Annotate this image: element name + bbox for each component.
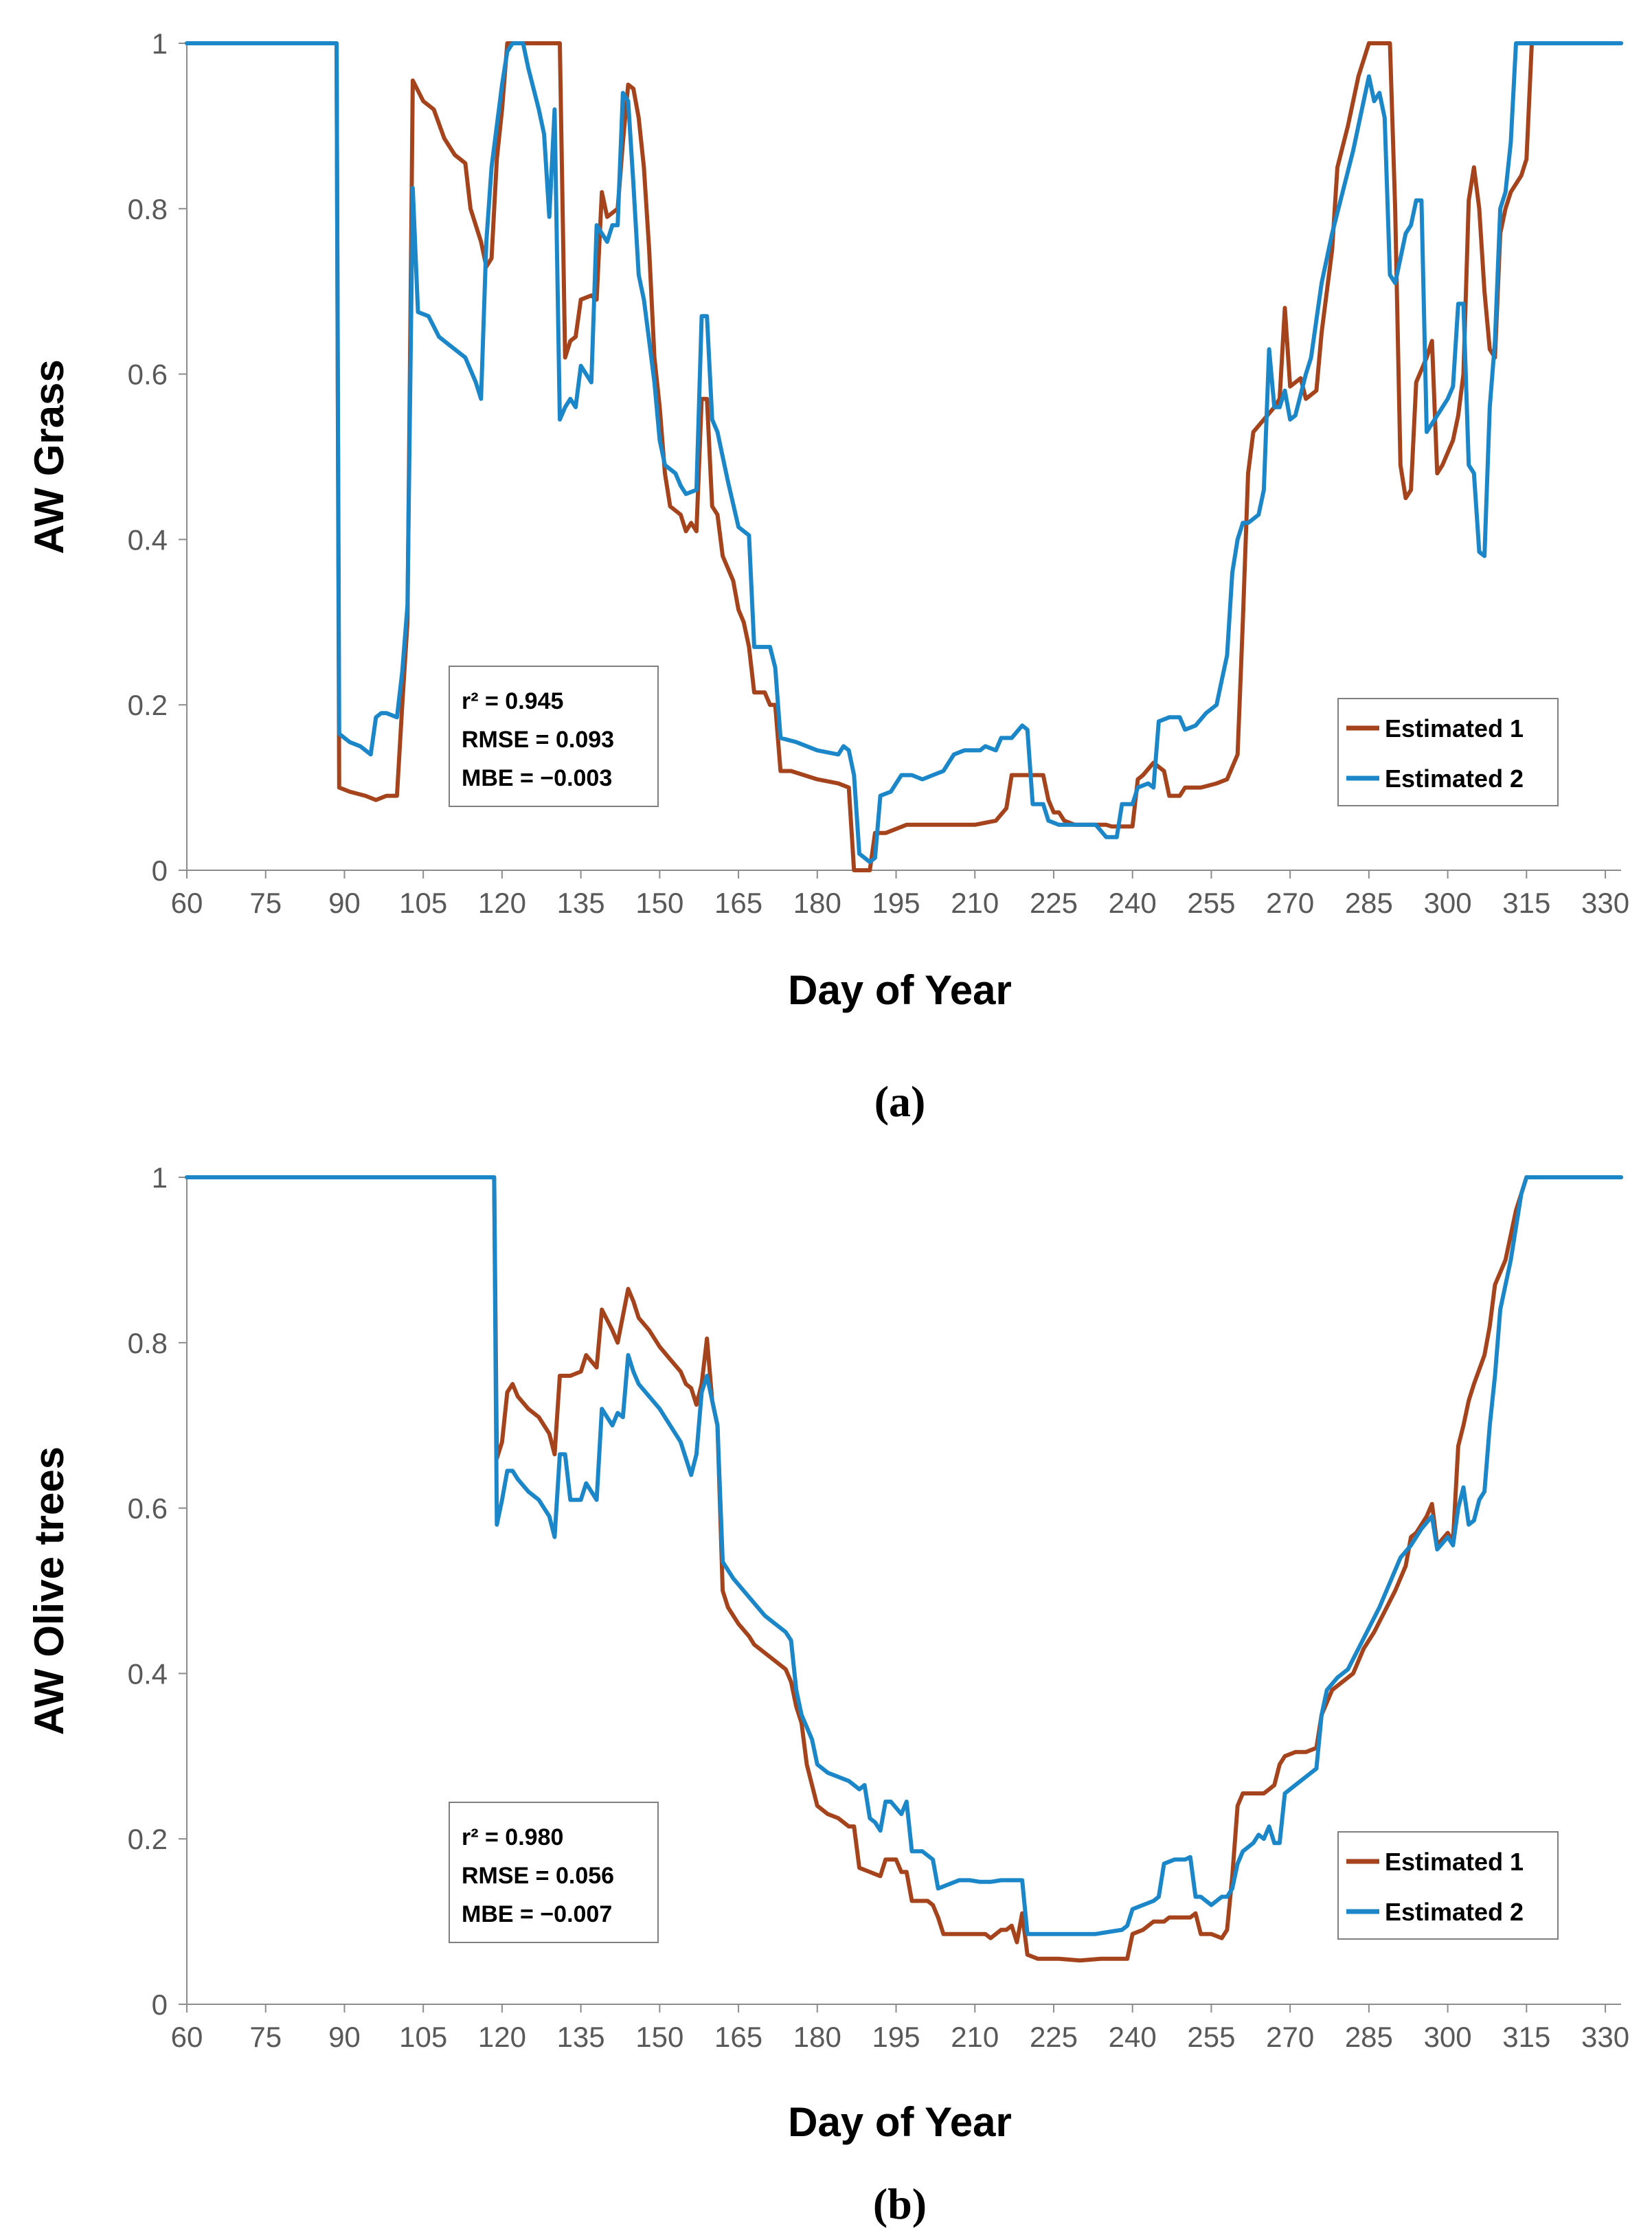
chart-b-legend: Estimated 1 Estimated 2 bbox=[1337, 1831, 1559, 1940]
chart-a-x-tick-label: 210 bbox=[951, 887, 999, 919]
chart-a-y-tick-label: 0.2 bbox=[128, 689, 168, 721]
chart-a-x-tick-label: 90 bbox=[328, 887, 361, 919]
chart-b-x-tick-label: 240 bbox=[1109, 2021, 1157, 2053]
chart-a-x-tick-label: 240 bbox=[1109, 887, 1157, 919]
chart-a-y-tick-label: 0.8 bbox=[128, 193, 168, 225]
chart-a-x-tick-label: 195 bbox=[872, 887, 920, 919]
chart-b-y-tick-label: 0.6 bbox=[128, 1493, 168, 1525]
chart-b-ticks: 60 75 90 105 120 135 150 165 180 195 210 225 240 255 2… bbox=[128, 1161, 1629, 2053]
chart-b-x-tick-label: 150 bbox=[635, 2021, 683, 2053]
chart-b-series-estimated-2 bbox=[185, 1175, 1623, 1936]
chart-a-y-tick-label: 0.6 bbox=[128, 359, 168, 391]
chart-b-x-tick-label: 105 bbox=[399, 2021, 447, 2053]
chart-b-panel-label: (b) bbox=[873, 2179, 927, 2228]
chart-a-y-tick-label: 0 bbox=[152, 854, 168, 887]
chart-b-x-tick-label: 225 bbox=[1030, 2021, 1078, 2053]
chart-b-x-tick-label: 255 bbox=[1187, 2021, 1235, 2053]
chart-a-x-tick-label: 75 bbox=[249, 887, 282, 919]
chart-a-series-estimated-1 bbox=[185, 41, 1623, 872]
chart-b-stats-box: r² = 0.980 RMSE = 0.056 MBE = −0.007 bbox=[449, 1802, 659, 1943]
chart-b-x-tick-label: 270 bbox=[1266, 2021, 1314, 2053]
chart-b-x-tick-label: 195 bbox=[872, 2021, 920, 2053]
chart-a-panel-label: (a) bbox=[874, 1077, 926, 1126]
chart-a-legend-est1: Estimated 1 bbox=[1385, 714, 1524, 743]
chart-b: 60 75 90 105 120 135 150 165 180 195 210 225 240 255 2… bbox=[26, 1161, 1629, 2228]
chart-a-ticks: 60 75 90 105 120 135 150 165 180 195 210 225 240 255 2… bbox=[128, 27, 1629, 919]
chart-a-x-tick-label: 180 bbox=[793, 887, 841, 919]
chart-a-series-estimated-2 bbox=[185, 41, 1623, 864]
chart-a-stats-frame bbox=[449, 666, 659, 807]
chart-b-x-tick-label: 60 bbox=[171, 2021, 203, 2053]
chart-b-legend-est1: Estimated 1 bbox=[1385, 1848, 1524, 1876]
chart-b-ylabel: AW Olive trees bbox=[26, 1447, 72, 1735]
chart-a-x-tick-label: 255 bbox=[1187, 887, 1235, 919]
chart-a-x-tick-label: 150 bbox=[635, 887, 683, 919]
chart-a-x-tick-label: 315 bbox=[1502, 887, 1550, 919]
chart-a-stat-rmse: RMSE = 0.093 bbox=[462, 727, 614, 753]
chart-a-stats-box: r² = 0.945 RMSE = 0.093 MBE = −0.003 bbox=[449, 666, 659, 807]
chart-b-legend-frame bbox=[1337, 1831, 1559, 1940]
chart-a: 60 75 90 105 120 135 150 165 180 195 210 225 240 255 2… bbox=[26, 27, 1629, 1126]
chart-a-x-tick-label: 105 bbox=[399, 887, 447, 919]
chart-a-x-tick-label: 330 bbox=[1581, 887, 1629, 919]
chart-b-x-tick-label: 90 bbox=[328, 2021, 361, 2053]
chart-b-y-tick-label: 0.4 bbox=[128, 1657, 168, 1690]
chart-a-x-tick-label: 60 bbox=[171, 887, 203, 919]
chart-a-ylabel: AW Grass bbox=[26, 359, 72, 554]
chart-b-y-tick-label: 1 bbox=[152, 1161, 168, 1194]
chart-a-legend-est2: Estimated 2 bbox=[1385, 764, 1524, 793]
chart-a-y-tick-label: 1 bbox=[152, 27, 168, 60]
chart-a-legend-frame bbox=[1337, 698, 1559, 806]
chart-a-stat-r2: r² = 0.945 bbox=[462, 688, 563, 714]
chart-b-y-tick-label: 0.2 bbox=[128, 1823, 168, 1855]
chart-b-x-tick-label: 330 bbox=[1581, 2021, 1629, 2053]
chart-a-x-tick-label: 120 bbox=[478, 887, 526, 919]
chart-b-x-tick-label: 180 bbox=[793, 2021, 841, 2053]
chart-b-legend-est2: Estimated 2 bbox=[1385, 1898, 1524, 1926]
chart-b-lines bbox=[185, 1175, 1623, 1963]
chart-b-x-tick-label: 75 bbox=[249, 2021, 282, 2053]
chart-a-lines bbox=[185, 41, 1623, 872]
chart-b-stat-rmse: RMSE = 0.056 bbox=[462, 1863, 614, 1889]
chart-a-stat-mbe: MBE = −0.003 bbox=[462, 765, 612, 791]
chart-b-series-estimated-1 bbox=[185, 1175, 1623, 1963]
chart-a-x-tick-label: 300 bbox=[1424, 887, 1472, 919]
chart-a-legend: Estimated 1 Estimated 2 bbox=[1337, 698, 1559, 806]
chart-a-x-tick-label: 285 bbox=[1345, 887, 1393, 919]
chart-a-y-tick-label: 0.4 bbox=[128, 523, 168, 556]
chart-b-x-tick-label: 315 bbox=[1502, 2021, 1550, 2053]
chart-a-x-tick-label: 225 bbox=[1030, 887, 1078, 919]
chart-a-xlabel: Day of Year bbox=[788, 967, 1012, 1013]
chart-b-x-tick-label: 120 bbox=[478, 2021, 526, 2053]
chart-a-x-tick-label: 135 bbox=[557, 887, 605, 919]
chart-b-x-tick-label: 285 bbox=[1345, 2021, 1393, 2053]
chart-a-x-tick-label: 270 bbox=[1266, 887, 1314, 919]
chart-a-x-tick-label: 165 bbox=[714, 887, 762, 919]
chart-b-stats-frame bbox=[449, 1802, 659, 1943]
chart-b-y-tick-label: 0.8 bbox=[128, 1327, 168, 1359]
chart-b-stat-mbe: MBE = −0.007 bbox=[462, 1901, 612, 1927]
chart-b-x-tick-label: 165 bbox=[714, 2021, 762, 2053]
chart-b-x-tick-label: 135 bbox=[557, 2021, 605, 2053]
chart-b-x-tick-label: 210 bbox=[951, 2021, 999, 2053]
chart-b-stat-r2: r² = 0.980 bbox=[462, 1824, 563, 1850]
chart-b-xlabel: Day of Year bbox=[788, 2099, 1012, 2145]
chart-b-y-tick-label: 0 bbox=[152, 1988, 168, 2021]
chart-b-x-tick-label: 300 bbox=[1424, 2021, 1472, 2053]
